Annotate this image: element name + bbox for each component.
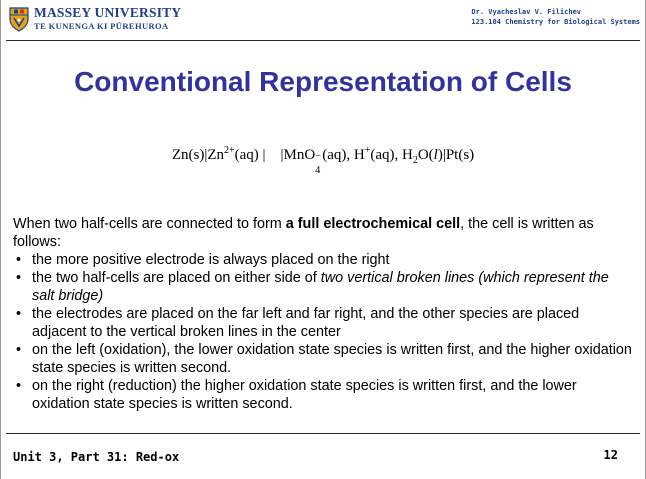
intro-text-end: , the cell is written as follows: [13,216,594,250]
university-maori-name: TE KUNENGA KI PŪREHUROA [34,21,169,31]
intro-text: When two half-cells are connected to for… [13,216,286,232]
bullet-icon: • [16,378,22,394]
massey-crest-icon [9,7,29,32]
bullet-icon: • [16,306,22,322]
course-name: 123.104 Chemistry for Biological Systems [471,18,640,26]
list-item: • on the right (reduction) the higher oxi… [13,377,633,413]
eq-liquid-state: l [433,147,438,163]
footer-divider [6,433,640,434]
list-item: • the more positive electrode is always p… [13,251,633,269]
eq-cathode-end: )|Pt(s) [437,147,475,163]
intro-bold-text: a full electrochemical cell [285,216,461,232]
bullet-icon: • [16,342,22,358]
eq-anode: Zn(s)|Zn [171,147,224,163]
list-item-text: on the right (reduction) the higher oxid… [32,378,577,412]
author-name: Dr. Vyacheslav V. Filichev [471,8,581,16]
university-name: MASSEY UNIVERSITY [34,5,182,20]
list-item-text: the two half-cells are placed on either … [32,270,321,286]
eq-cathode-mid: (aq), H [322,147,365,163]
list-item: • on the left (oxidation), the lower oxid… [13,341,633,377]
eq-cathode-o: O( [417,147,434,163]
slide-header: MASSEY UNIVERSITY TE KUNENGA KI PŪREHURO… [0,0,646,44]
intro-paragraph: When two half-cells are connected to for… [13,215,633,251]
slide-title: Conventional Representation of Cells [74,66,572,97]
header-divider [6,40,640,41]
eq-mno4-charge: − [315,151,321,162]
eq-h-charge: + [364,145,371,156]
eq-zn-charge: 2+ [223,145,235,156]
rules-list: • the more positive electrode is always p… [13,251,633,413]
list-item: • the electrodes are placed on the far le… [13,305,633,341]
slide-content: Conventional Representation of Cells Zn(… [0,66,646,413]
cell-notation-equation: Zn(s)|Zn2+(aq) | |MnO −4 (aq), H+(aq), H2O… [0,145,646,176]
page-number: 12 [603,448,618,462]
eq-mno4: |MnO [280,147,316,163]
author-info: Dr. Vyacheslav V. Filichev 123.104 Chemi… [471,7,640,27]
unit-label: Unit 3, Part 31: Red-ox [13,450,180,464]
eq-mno4-subscript: 4 [315,165,321,176]
eq-water-subscript: 2 [412,155,418,166]
list-item-text: the more positive electrode is always pl… [32,252,390,268]
bullet-icon: • [16,252,22,268]
bullet-icon: • [16,270,22,286]
eq-anode-end: (aq) | [234,147,266,163]
slide-body: When two half-cells are connected to for… [13,215,633,413]
list-item: • the two half-cells are placed on either… [13,269,633,305]
eq-cathode-water: (aq), H [370,147,413,163]
list-item-text: on the left (oxidation), the lower oxida… [32,342,632,376]
list-item-italic-text: two vertical broken lines (which represe… [32,270,609,304]
list-item-text: the electrodes are placed on the far lef… [32,306,580,340]
